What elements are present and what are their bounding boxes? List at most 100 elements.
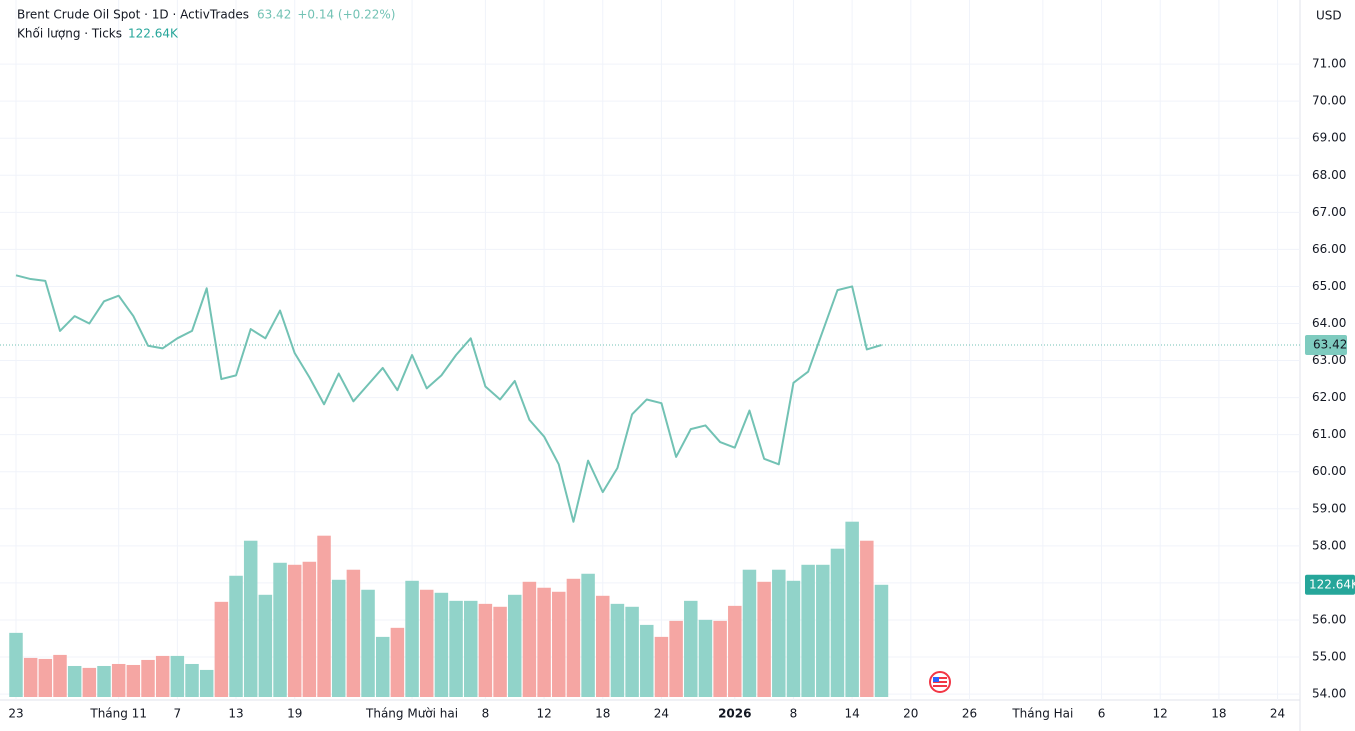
- volume-bar: [684, 600, 698, 697]
- last-volume-tag: [1305, 574, 1355, 595]
- volume-bar: [874, 584, 889, 697]
- volume-bar: [786, 580, 801, 697]
- volume-bar: [155, 655, 170, 697]
- x-tick-label: 14: [845, 707, 860, 721]
- x-tick-label: 26: [962, 707, 977, 721]
- volume-bar: [566, 578, 581, 697]
- volume-bar: [757, 581, 771, 697]
- last-volume-label: 122.64K: [1309, 577, 1355, 591]
- volume-bar: [419, 589, 434, 697]
- volume-bar: [331, 579, 346, 697]
- last-price-tag: [1305, 334, 1347, 355]
- volume-bar: [273, 562, 287, 697]
- x-tick-label: 20: [903, 707, 918, 721]
- y-tick-label: 70.00: [1312, 94, 1346, 108]
- volume-bar: [9, 632, 23, 697]
- x-tick-label: Tháng Mười hai: [365, 707, 458, 721]
- volume-bar: [463, 600, 478, 697]
- x-tick-label: 23: [8, 707, 23, 721]
- volume-bar: [405, 580, 419, 697]
- volume-bar: [229, 575, 243, 697]
- volume-bar: [170, 655, 185, 697]
- header-change: +0.14 (+0.22%): [297, 8, 395, 22]
- volume-bar: [126, 664, 141, 697]
- y-tick-label: 69.00: [1312, 131, 1346, 145]
- volume-bar: [214, 601, 229, 697]
- x-tick-label: Tháng Hai: [1011, 707, 1073, 721]
- y-tick-label: 55.00: [1312, 650, 1346, 664]
- volume-bar: [508, 594, 522, 697]
- y-tick-label: 58.00: [1312, 538, 1346, 552]
- volume-bar: [610, 603, 625, 697]
- x-tick-label: 8: [790, 707, 798, 721]
- x-tick-label: 13: [228, 707, 243, 721]
- volume-bar: [625, 606, 639, 697]
- volume-bar: [728, 605, 742, 697]
- volume-bar: [816, 564, 830, 697]
- volume-bar: [772, 569, 786, 697]
- x-tick-label: 19: [287, 707, 302, 721]
- volume-pane: [9, 521, 889, 697]
- volume-bar: [82, 667, 97, 697]
- volume-bar: [287, 564, 302, 697]
- header-price: 63.42: [257, 8, 291, 22]
- volume-bar: [698, 619, 713, 697]
- x-tick-label: 7: [174, 707, 182, 721]
- volume-bar: [522, 581, 537, 697]
- y-tick-label: 54.00: [1312, 687, 1346, 701]
- y-tick-label: 56.00: [1312, 612, 1346, 626]
- header-volume: 122.64K: [128, 27, 179, 41]
- volume-bar: [478, 603, 493, 697]
- volume-bar: [243, 540, 258, 697]
- grid: [0, 0, 1300, 700]
- chart-title: Brent Crude Oil Spot · 1D · ActivTrades: [17, 8, 249, 22]
- volume-bar: [111, 663, 126, 697]
- y-tick-label: 67.00: [1312, 205, 1346, 219]
- x-tick-label: Tháng 11: [89, 707, 147, 721]
- volume-bar: [317, 535, 331, 697]
- volume-bar: [654, 636, 669, 697]
- y-tick-label: 63.00: [1312, 353, 1346, 367]
- y-tick-label: 71.00: [1312, 57, 1346, 71]
- volume-bar: [434, 592, 449, 697]
- volume-bar: [860, 540, 874, 697]
- volume-bar: [97, 665, 111, 697]
- volume-bar: [845, 521, 859, 697]
- y-tick-label: 66.00: [1312, 242, 1346, 256]
- volume-bar: [53, 654, 67, 697]
- volume-bar: [552, 591, 566, 697]
- x-tick-label: 6: [1098, 707, 1106, 721]
- y-tick-label: 62.00: [1312, 390, 1346, 404]
- volume-bar: [67, 665, 82, 697]
- price-pane: [0, 274, 1300, 523]
- volume-bar: [537, 587, 551, 697]
- event-flag: [929, 671, 951, 693]
- y-tick-label: 60.00: [1312, 464, 1346, 478]
- volume-bar: [375, 636, 390, 697]
- x-tick-label: 12: [1153, 707, 1168, 721]
- y-tick-label: 59.00: [1312, 501, 1346, 515]
- volume-bar: [346, 569, 361, 697]
- volume-bar: [302, 561, 317, 697]
- volume-bar: [199, 669, 214, 697]
- price-line: [15, 274, 882, 523]
- currency: USD: [1316, 9, 1342, 23]
- volume-bar: [449, 600, 463, 697]
- x-tick-label: 8: [482, 707, 490, 721]
- volume-bar: [596, 595, 610, 697]
- volume-bar: [742, 569, 757, 697]
- x-tick-label: 18: [1211, 707, 1226, 721]
- volume-bar: [830, 548, 845, 697]
- volume-bar: [669, 620, 683, 697]
- y-tick-label: 64.00: [1312, 316, 1346, 330]
- volume-bar: [361, 589, 375, 697]
- volume-bar: [493, 606, 507, 697]
- volume-bar: [801, 564, 815, 697]
- last-price-label: 63.42: [1313, 337, 1347, 351]
- volume-bar: [581, 573, 595, 697]
- x-tick-label: 24: [654, 707, 669, 721]
- x-tick-label: 18: [595, 707, 610, 721]
- x-tick-label: 12: [536, 707, 551, 721]
- volume-bar: [713, 620, 727, 697]
